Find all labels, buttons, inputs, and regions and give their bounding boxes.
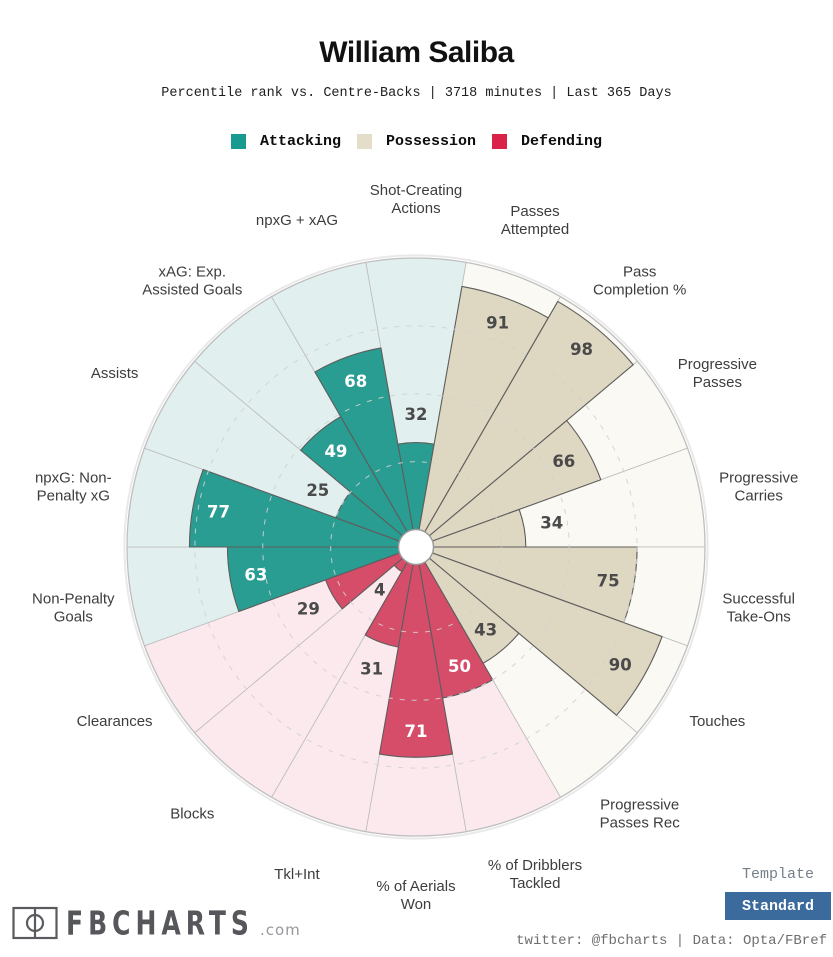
label-progressive-carries: Progressive Carries [719,470,798,505]
label-touches: Touches [689,713,745,730]
fbcharts-logo: FBCHARTS .com [12,906,301,940]
value-non-penalty-goals: 63 [244,566,267,585]
legend-item-attacking: Attacking [230,133,341,150]
logo-suffix: .com [259,921,301,939]
page-subtitle: Percentile rank vs. Centre-Backs | 3718 … [161,86,672,101]
template-label: Template [741,866,814,883]
label-successful-take-ons: Successful Take-Ons [722,590,795,625]
value-tkl-int: 31 [360,659,383,678]
value-progressive-carries: 34 [540,514,563,533]
label-assists: Assists [91,365,139,382]
logo-text: FBCHARTS [66,904,254,943]
value-blocks: 4 [374,581,385,600]
value-shot-creating-actions: 32 [405,405,428,424]
legend-label: Attacking [259,133,341,150]
value-xag-exp-assisted-goals: 49 [324,442,347,461]
legend-item-defending: Defending [492,133,602,150]
value-clearances: 29 [297,600,320,619]
label-passes-attempted: Passes Attempted [501,203,569,238]
credits-line: twitter: @fbcharts | Data: Opta/FBref [516,933,827,949]
legend-label: Defending [521,133,603,150]
label-blocks: Blocks [170,806,214,823]
label-pass-completion: Pass Completion % [593,263,686,298]
label-of-dribblers-tackled: % of Dribblers Tackled [488,857,582,892]
pitch-icon [12,906,58,940]
value-passes-attempted: 91 [486,313,509,332]
value-npxg-xag: 68 [344,372,367,391]
gridline-50 [262,393,570,701]
value-successful-take-ons: 75 [597,571,620,590]
value-assists: 25 [306,481,329,500]
label-shot-creating-actions: Shot-Creating Actions [370,182,463,217]
label-progressive-passes: Progressive Passes [678,356,757,391]
legend: Attacking Possession Defending [0,133,833,150]
legend-label: Possession [385,133,476,150]
label-xag-exp-assisted-goals: xAG: Exp. Assisted Goals [142,263,242,298]
gridline-25 [330,461,502,633]
hub-circle [397,528,435,566]
value-touches: 90 [609,655,632,674]
value-pass-completion: 98 [570,340,593,359]
value-npxg-non-penalty-xg: 77 [207,503,230,522]
label-npxg-xag: npxG + xAG [256,212,338,229]
label-tkl-int: Tkl+Int [274,866,320,883]
value-of-dribblers-tackled: 50 [448,657,471,676]
defending-swatch-icon [492,134,507,149]
template-standard-button[interactable]: Standard [725,892,831,920]
value-of-aerials-won: 71 [405,722,428,741]
label-npxg-non-penalty-xg: npxG: Non-Penalty xG [35,470,112,505]
gridline-75 [194,325,638,769]
value-progressive-passes: 66 [552,452,575,471]
label-of-aerials-won: % of Aerials Won [376,878,455,913]
label-progressive-passes-rec: Progressive Passes Rec [600,797,681,832]
possession-swatch-icon [356,134,372,149]
attacking-swatch-icon [230,134,246,149]
template-selector: Template Standard [725,866,831,920]
label-non-penalty-goals: Non-Penalty Goals [32,590,115,625]
page-title: William Saliba [319,36,514,69]
legend-item-possession: Possession [356,133,476,150]
label-clearances: Clearances [77,713,153,730]
outer-ring [126,257,706,837]
value-progressive-passes-rec: 43 [474,620,497,639]
